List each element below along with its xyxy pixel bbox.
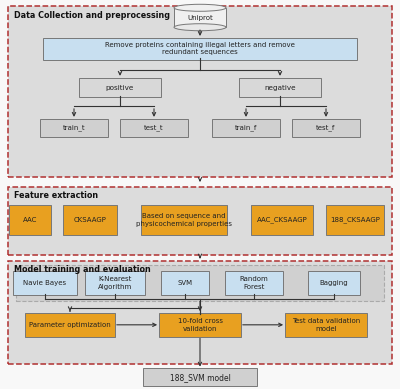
- Text: positive: positive: [106, 84, 134, 91]
- FancyBboxPatch shape: [8, 187, 392, 255]
- Ellipse shape: [174, 4, 226, 11]
- Text: 188_CKSAAGP: 188_CKSAAGP: [330, 216, 380, 223]
- Text: Model training and evaluation: Model training and evaluation: [14, 265, 151, 274]
- FancyBboxPatch shape: [13, 272, 77, 295]
- Text: Bagging: Bagging: [320, 280, 348, 286]
- Ellipse shape: [174, 24, 226, 31]
- FancyBboxPatch shape: [212, 119, 280, 137]
- Text: test_f: test_f: [316, 124, 336, 131]
- FancyBboxPatch shape: [8, 261, 392, 364]
- Text: Data Collection and preprocessing: Data Collection and preprocessing: [14, 11, 170, 19]
- FancyBboxPatch shape: [251, 205, 313, 235]
- Text: Uniprot: Uniprot: [187, 14, 213, 21]
- FancyBboxPatch shape: [85, 272, 145, 295]
- FancyBboxPatch shape: [326, 205, 384, 235]
- FancyBboxPatch shape: [16, 265, 384, 301]
- FancyBboxPatch shape: [63, 205, 117, 235]
- Text: Based on sequence and
physicochemical properties: Based on sequence and physicochemical pr…: [136, 213, 232, 226]
- FancyBboxPatch shape: [120, 119, 188, 137]
- Text: CKSAAGP: CKSAAGP: [74, 217, 106, 223]
- FancyBboxPatch shape: [8, 6, 392, 177]
- FancyBboxPatch shape: [79, 77, 161, 98]
- Text: train_t: train_t: [63, 124, 85, 131]
- Text: Test data validation
model: Test data validation model: [292, 318, 360, 331]
- Text: AAC_CKSAAGP: AAC_CKSAAGP: [257, 216, 307, 223]
- Text: Parameter optimization: Parameter optimization: [29, 322, 111, 328]
- Text: 10-fold cross
validation: 10-fold cross validation: [178, 318, 222, 331]
- Text: AAC: AAC: [23, 217, 37, 223]
- Text: K-Nearest
Algorithm: K-Nearest Algorithm: [98, 277, 132, 290]
- Text: Navie Bayes: Navie Bayes: [23, 280, 66, 286]
- FancyBboxPatch shape: [308, 272, 360, 295]
- FancyBboxPatch shape: [292, 119, 360, 137]
- FancyBboxPatch shape: [239, 77, 321, 98]
- FancyBboxPatch shape: [43, 38, 357, 60]
- Text: Remove proteins containing illegal letters and remove
redundant sequences: Remove proteins containing illegal lette…: [105, 42, 295, 55]
- FancyBboxPatch shape: [174, 8, 226, 27]
- Text: SVM: SVM: [178, 280, 193, 286]
- FancyBboxPatch shape: [25, 313, 115, 336]
- FancyBboxPatch shape: [161, 272, 210, 295]
- Text: test_t: test_t: [144, 124, 164, 131]
- Text: Feature extraction: Feature extraction: [14, 191, 98, 200]
- Text: negative: negative: [264, 84, 296, 91]
- FancyBboxPatch shape: [143, 368, 257, 386]
- FancyBboxPatch shape: [40, 119, 108, 137]
- FancyBboxPatch shape: [9, 205, 51, 235]
- FancyBboxPatch shape: [159, 313, 241, 336]
- Text: 188_SVM model: 188_SVM model: [170, 373, 230, 382]
- Text: Random
Forest: Random Forest: [240, 277, 268, 290]
- FancyBboxPatch shape: [141, 205, 227, 235]
- Text: train_f: train_f: [235, 124, 257, 131]
- FancyBboxPatch shape: [225, 272, 283, 295]
- FancyBboxPatch shape: [285, 313, 367, 336]
